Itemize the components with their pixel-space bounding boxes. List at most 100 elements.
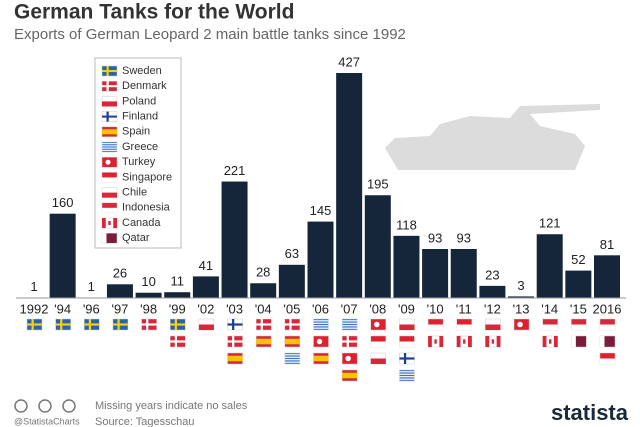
- flag-part: [88, 319, 92, 330]
- x-tick-label: '09: [398, 301, 415, 316]
- flag-part: [256, 338, 272, 345]
- x-tick-label: '07: [341, 301, 358, 316]
- flag: [399, 369, 415, 382]
- value-label: 1: [88, 279, 95, 294]
- flag-part: [313, 322, 329, 324]
- flag: [370, 352, 387, 365]
- value-label: 11: [171, 274, 185, 289]
- flag-part: [102, 207, 117, 213]
- flag: [101, 156, 118, 168]
- bar: [135, 292, 162, 298]
- flag-part: [342, 320, 358, 322]
- x-tick-label: '98: [140, 301, 157, 316]
- flag-part: [600, 336, 605, 347]
- bar: [164, 292, 191, 298]
- flag: [427, 318, 444, 331]
- flag-part: [232, 319, 235, 330]
- flag-part: [102, 233, 107, 244]
- value-label: 10: [141, 274, 155, 289]
- flag: [101, 202, 118, 214]
- flag: [427, 335, 444, 348]
- flag-part: [485, 324, 501, 330]
- flag-part: [571, 336, 576, 347]
- bar: [106, 284, 133, 298]
- flag: [101, 217, 118, 229]
- flag-field: [284, 352, 301, 365]
- flag-part: [198, 324, 214, 330]
- flag-part: [284, 323, 300, 326]
- flag-part: [146, 319, 149, 330]
- flag-part: [456, 336, 461, 347]
- flag-part: [428, 336, 432, 347]
- flag-part: [496, 336, 501, 347]
- flag-part: [399, 376, 415, 378]
- flag-part: [102, 101, 117, 107]
- x-tick-label: 1992: [20, 301, 49, 316]
- flag: [170, 318, 186, 331]
- flag: [227, 352, 243, 365]
- bar: [536, 234, 563, 298]
- flag-part: [106, 81, 109, 92]
- flag-part: [102, 149, 117, 151]
- flag-part: [342, 327, 358, 329]
- flag-part: [542, 336, 547, 347]
- legend-label: Poland: [122, 95, 156, 107]
- flag-part: [55, 323, 71, 326]
- value-label: 1: [30, 279, 37, 294]
- flag-part: [553, 336, 558, 347]
- flag-part: [399, 373, 415, 375]
- flag-part: [102, 177, 117, 183]
- flag: [599, 335, 616, 348]
- value-label: 118: [396, 217, 417, 232]
- flag-part: [600, 358, 615, 364]
- bar: [192, 276, 219, 298]
- flag: [599, 352, 616, 365]
- flag-part: [284, 359, 300, 361]
- flag-part: [571, 324, 587, 330]
- flag-part: [117, 319, 120, 330]
- flag-part: [399, 341, 415, 347]
- flag: [255, 318, 272, 331]
- flag-part: [456, 324, 472, 330]
- x-tick-label: '10: [427, 301, 444, 316]
- flag-part: [463, 339, 466, 344]
- flag-part: [468, 336, 472, 347]
- flag: [341, 369, 358, 382]
- flag-part: [549, 339, 552, 344]
- flag-part: [284, 356, 300, 358]
- flag-part: [399, 378, 415, 380]
- flag: [599, 318, 616, 331]
- flag-part: [284, 361, 300, 363]
- flag-part: [313, 327, 329, 329]
- flag: [313, 335, 329, 348]
- flag-part: [112, 323, 128, 326]
- chart-subtitle: Exports of German Leopard 2 main battle …: [14, 26, 406, 43]
- value-label: 81: [600, 237, 614, 252]
- flag-part: [313, 325, 329, 327]
- flag-part: [141, 323, 157, 326]
- flag-part: [113, 218, 117, 228]
- flag-part: [517, 321, 523, 328]
- flag-part: [370, 358, 386, 364]
- chart-title: German Tanks for the World: [14, 1, 294, 24]
- flag: [55, 318, 71, 331]
- flag-part: [284, 338, 300, 345]
- flag-part: [170, 323, 186, 326]
- legend-label: Qatar: [122, 232, 150, 244]
- flag-part: [313, 355, 329, 362]
- flag-part: [342, 325, 358, 327]
- legend-label: Spain: [122, 126, 150, 138]
- flag-part: [102, 143, 117, 145]
- x-tick-label: '15: [570, 301, 587, 316]
- flag-part: [174, 319, 177, 330]
- flag-field: [313, 318, 329, 331]
- cc-icons: [14, 399, 76, 413]
- flag-part: [227, 355, 243, 362]
- value-label: 195: [367, 177, 389, 192]
- flag-part: [284, 354, 300, 356]
- bar: [594, 255, 620, 298]
- flag: [84, 318, 100, 331]
- flag: [370, 335, 387, 348]
- flag-part: [491, 339, 495, 344]
